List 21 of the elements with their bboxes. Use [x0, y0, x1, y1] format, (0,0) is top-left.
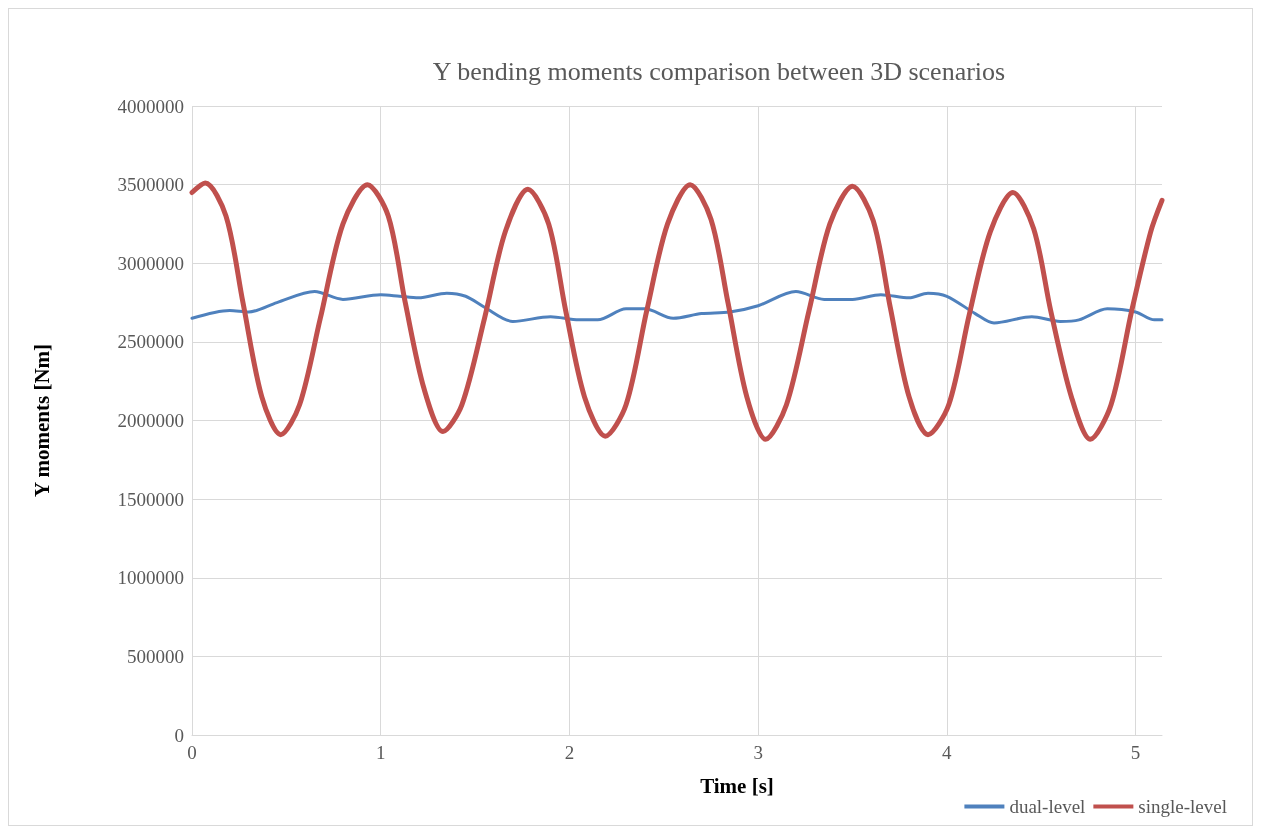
y-tick-label: 2500000 — [117, 331, 184, 353]
line-series — [190, 290, 1164, 325]
y-tick-label: 3500000 — [117, 174, 184, 196]
x-tick-label: 0 — [187, 742, 197, 763]
y-tick-label: 4000000 — [117, 95, 184, 117]
y-axis-title: Y moments [Nm] — [29, 343, 54, 498]
y-tick-label: 1500000 — [117, 488, 184, 510]
x-tick-label: 5 — [1130, 742, 1141, 763]
x-tick-label: 1 — [375, 742, 386, 763]
legend-label: single-level — [1138, 796, 1227, 817]
chart-title: Y bending moments comparison between 3D scenarios — [432, 56, 1006, 86]
y-tick-label: 1000000 — [117, 567, 184, 589]
x-axis-title: Time [s] — [700, 773, 774, 798]
y-tick-label: 2000000 — [117, 410, 184, 431]
x-tick-label: 3 — [753, 742, 763, 763]
y-tick-label: 500000 — [127, 645, 184, 667]
y-tick-label: 0 — [174, 724, 184, 746]
legend-label: dual-level — [1009, 796, 1086, 817]
x-tick-label: 2 — [564, 742, 575, 763]
y-tick-label: 3000000 — [117, 252, 184, 274]
x-tick-label: 4 — [942, 742, 953, 763]
